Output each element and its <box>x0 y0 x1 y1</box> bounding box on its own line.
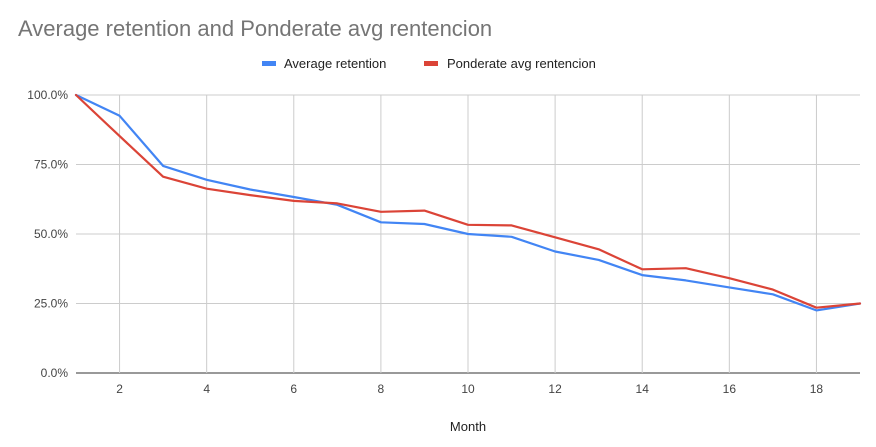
y-tick-label: 75.0% <box>34 158 68 172</box>
series-line-ponderate-avg-rentencion <box>74 93 862 309</box>
chart-title: Average retention and Ponderate avg rent… <box>18 16 492 41</box>
y-tick-label: 0.0% <box>41 366 69 380</box>
legend-swatch-average-retention <box>262 61 276 66</box>
x-axis-title: Month <box>450 419 486 434</box>
x-tick-label: 8 <box>378 382 385 396</box>
x-tick-label: 12 <box>548 382 562 396</box>
x-tick-label: 18 <box>810 382 824 396</box>
x-axis-tick-labels: 2 4 6 8 10 12 14 16 18 <box>116 382 823 396</box>
legend: Average retention Ponderate avg rentenci… <box>262 56 596 71</box>
vertical-gridlines <box>119 95 817 373</box>
x-tick-label: 10 <box>461 382 475 396</box>
x-tick-label: 2 <box>116 382 123 396</box>
x-tick-label: 6 <box>290 382 297 396</box>
x-tick-label: 14 <box>636 382 650 396</box>
x-tick-label: 4 <box>203 382 210 396</box>
y-tick-label: 100.0% <box>27 88 68 102</box>
x-tick-label: 16 <box>723 382 737 396</box>
y-tick-label: 25.0% <box>34 297 68 311</box>
series-lines <box>74 93 862 312</box>
series-line-average-retention <box>74 93 862 312</box>
y-tick-label: 50.0% <box>34 227 68 241</box>
legend-swatch-ponderate-avg <box>424 61 438 66</box>
legend-label-ponderate-avg: Ponderate avg rentencion <box>447 56 596 71</box>
y-axis-tick-labels: 0.0% 25.0% 50.0% 75.0% 100.0% <box>27 88 68 380</box>
legend-label-average-retention: Average retention <box>284 56 386 71</box>
